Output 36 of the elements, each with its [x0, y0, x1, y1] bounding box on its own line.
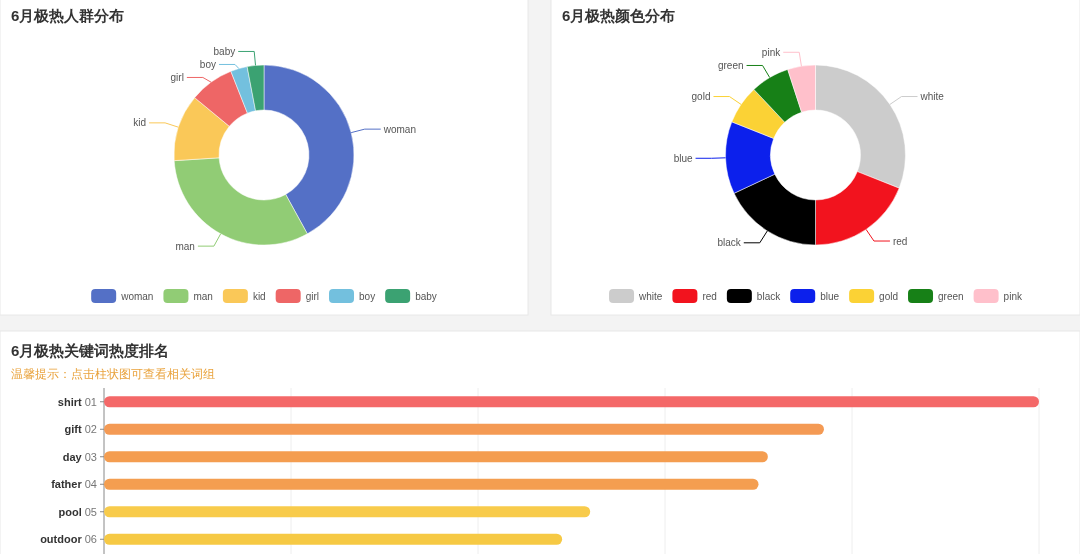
- legend-label: black: [756, 290, 782, 302]
- slice-label: kid: [133, 117, 147, 129]
- y-tick-label: pool 05: [58, 505, 97, 518]
- chart-title: 6月极热关键词热度排名: [11, 342, 170, 359]
- slice-label: green: [717, 59, 744, 71]
- y-tick-label: father 04: [51, 478, 97, 491]
- slice-label: black: [717, 237, 742, 249]
- chart-title: 6月极热颜色分布: [562, 7, 676, 24]
- slice-label: man: [175, 240, 195, 252]
- slice-label: girl: [170, 71, 184, 83]
- slice-label: blue: [673, 152, 693, 164]
- chart-subtitle: 温馨提示：点击柱状图可查看相关词组: [11, 367, 215, 381]
- slice-label: baby: [213, 45, 236, 57]
- legend-label: green: [938, 290, 964, 302]
- slice-label: boy: [199, 58, 216, 70]
- y-tick-label: day 03: [62, 450, 97, 463]
- legend-label: boy: [359, 290, 376, 302]
- legend-label: woman: [120, 290, 154, 302]
- y-tick-label: gift 02: [64, 423, 97, 436]
- chart-title: 6月极热人群分布: [11, 7, 125, 24]
- legend-label: baby: [415, 290, 437, 302]
- slice-label: red: [892, 235, 908, 247]
- slice-label: white: [919, 91, 945, 103]
- legend-label: gold: [879, 290, 899, 302]
- legend-label: kid: [252, 290, 266, 302]
- legend-label: pink: [1003, 290, 1023, 302]
- legend-label: girl: [305, 290, 320, 302]
- legend-label: white: [638, 290, 663, 302]
- y-tick-label: outdoor 06: [40, 533, 97, 546]
- slice-label: pink: [761, 46, 782, 58]
- slice-label: woman: [382, 123, 416, 135]
- slice-label: gold: [691, 91, 711, 103]
- legend-label: man: [193, 290, 213, 302]
- legend-label: red: [702, 290, 717, 302]
- y-tick-label: shirt 01: [57, 395, 97, 408]
- legend-label: blue: [820, 290, 840, 302]
